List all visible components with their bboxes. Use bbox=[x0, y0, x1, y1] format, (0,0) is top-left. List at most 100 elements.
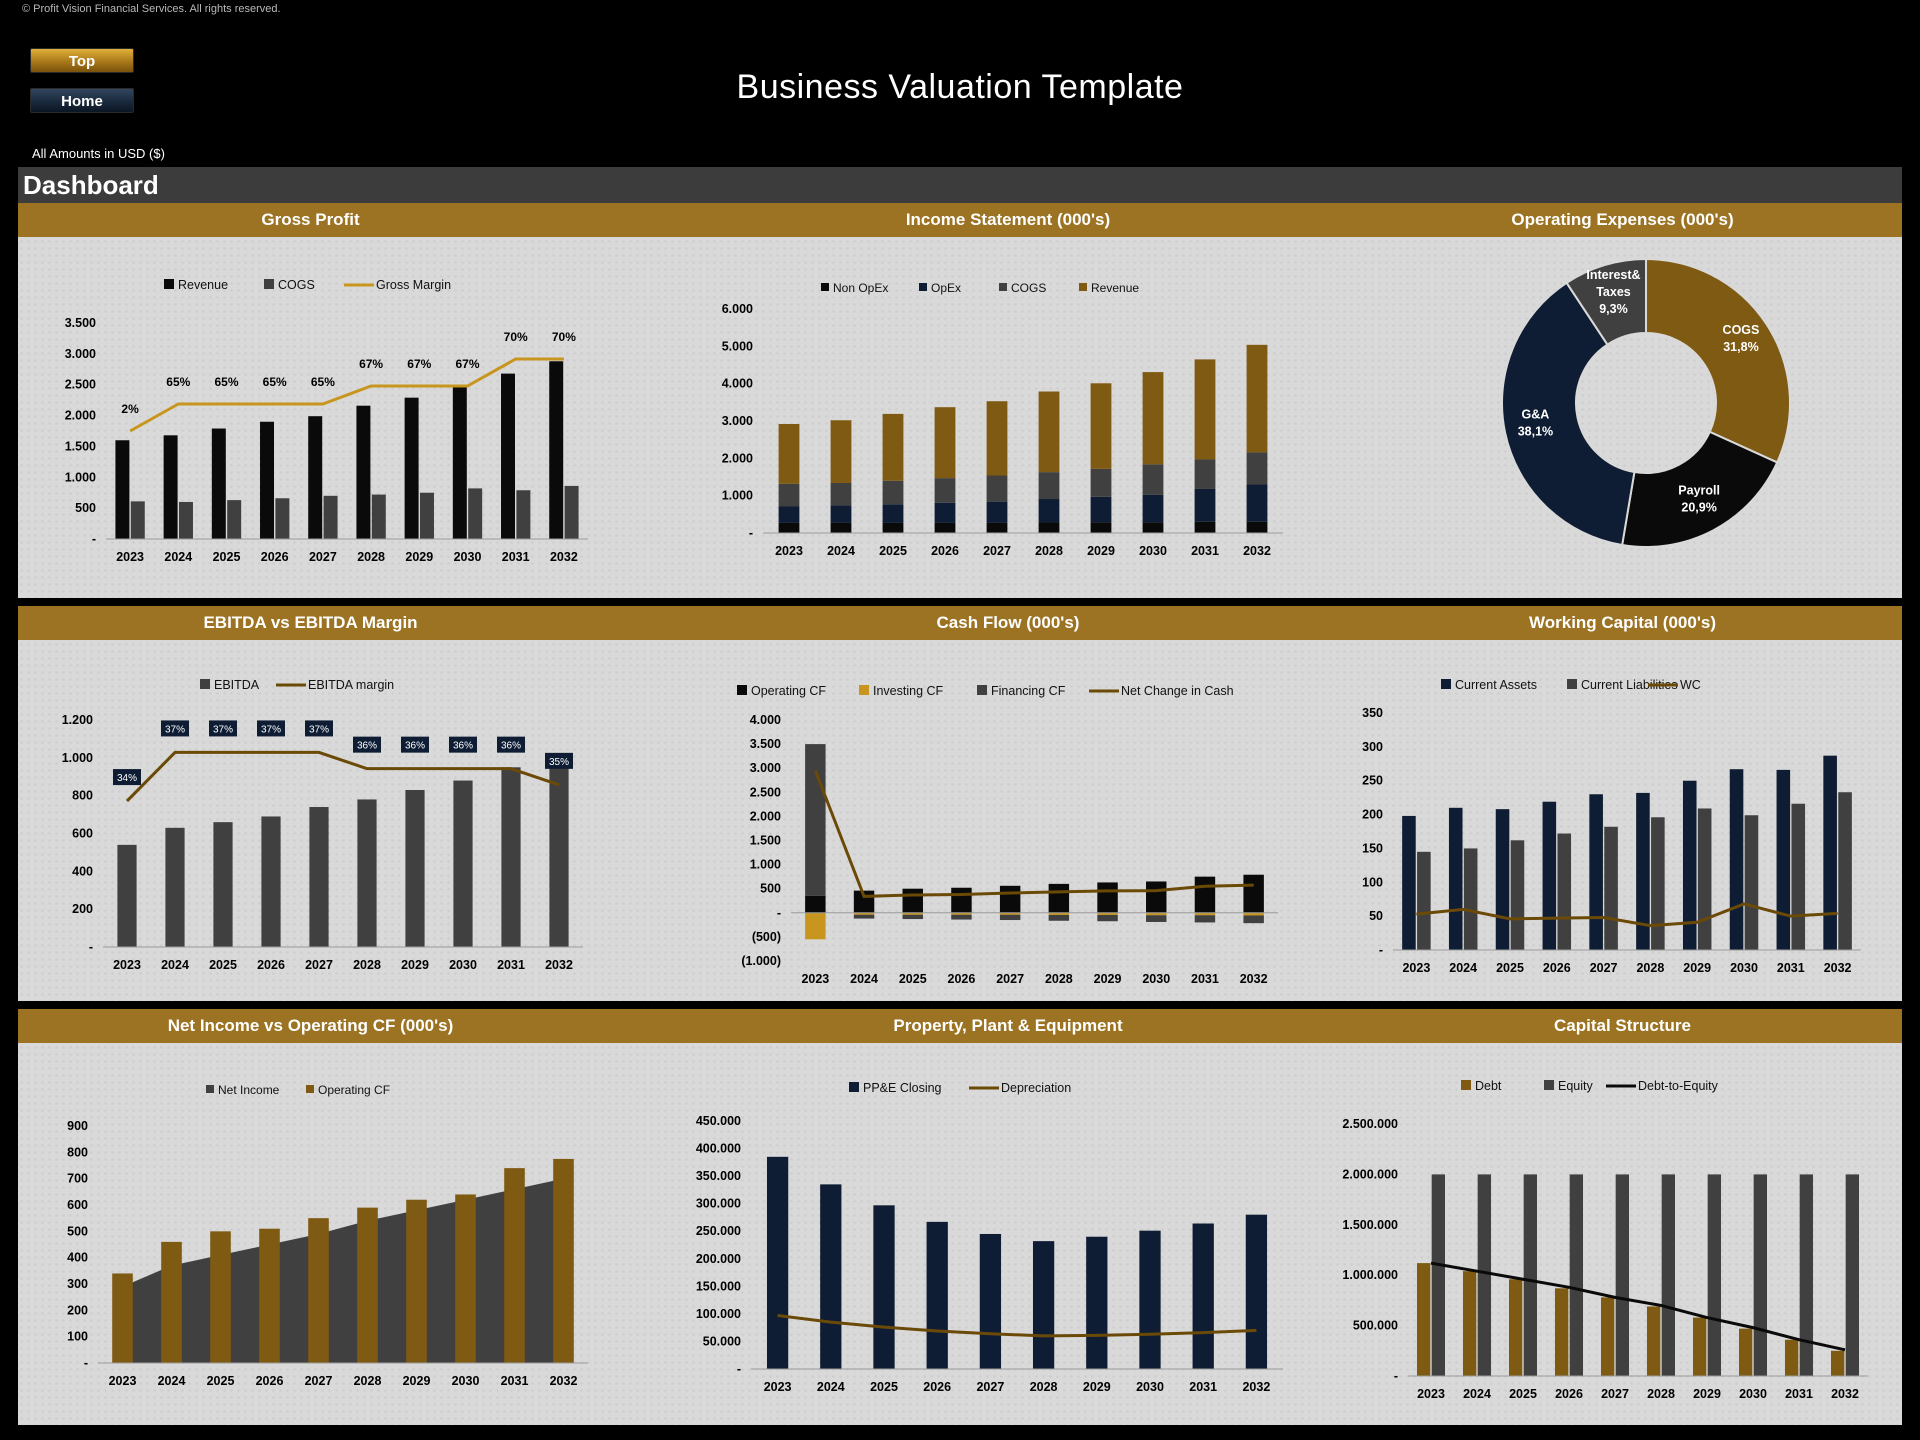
bar-current-liabilities bbox=[1557, 833, 1572, 950]
bar-investing-cf bbox=[951, 912, 972, 915]
bar-current-liabilities bbox=[1838, 792, 1852, 950]
bar-revenue bbox=[1090, 383, 1112, 469]
bar-operating-cf bbox=[951, 887, 972, 913]
y-tick-label: 250 bbox=[1362, 774, 1383, 788]
bar-equity bbox=[1569, 1174, 1584, 1376]
x-tick-label: 2029 bbox=[1094, 972, 1122, 986]
bar-revenue bbox=[1246, 344, 1268, 453]
bar-investing-cf bbox=[1048, 912, 1070, 915]
y-tick-label: 2.500 bbox=[65, 378, 96, 392]
bar-ebitda bbox=[261, 816, 281, 947]
dashboard-header: Dashboard bbox=[18, 167, 1902, 203]
bar-pp-e-closing bbox=[1245, 1214, 1268, 1369]
x-tick-label: 2023 bbox=[113, 958, 141, 972]
bar-revenue bbox=[1142, 372, 1164, 465]
bar-opex bbox=[1038, 499, 1060, 523]
y-tick-label: 900 bbox=[67, 1119, 88, 1133]
legend-label-cogs: COGS bbox=[1011, 281, 1046, 295]
y-tick-label: 100 bbox=[1362, 875, 1383, 889]
bar-equity bbox=[1845, 1174, 1860, 1376]
x-tick-label: 2023 bbox=[1402, 961, 1430, 975]
bar-ebitda bbox=[309, 807, 329, 947]
x-tick-label: 2025 bbox=[879, 544, 907, 558]
legend-swatch-financing-cf bbox=[977, 685, 987, 695]
y-tick-label: 6.000 bbox=[722, 302, 753, 316]
bar-revenue bbox=[356, 405, 371, 539]
bar-current-liabilities bbox=[1791, 803, 1806, 950]
pie-label: 31,8% bbox=[1723, 340, 1758, 354]
bar-revenue bbox=[452, 386, 467, 539]
bar-investing-cf bbox=[1194, 912, 1216, 916]
bar-revenue bbox=[1194, 359, 1216, 460]
pie-label: G&A bbox=[1522, 407, 1550, 421]
bar-current-liabilities bbox=[1651, 817, 1665, 950]
bar-ebitda bbox=[357, 799, 377, 947]
x-tick-label: 2027 bbox=[309, 550, 337, 564]
y-tick-label: 1.000 bbox=[65, 470, 96, 484]
bar-cogs bbox=[934, 478, 956, 503]
bar-debt bbox=[1784, 1339, 1799, 1376]
data-label-box bbox=[113, 769, 141, 786]
y-tick-label: - bbox=[749, 526, 753, 540]
chart-title-operating-expenses: Operating Expenses (000's) bbox=[1511, 210, 1734, 229]
bar-current-assets bbox=[1823, 755, 1837, 950]
y-tick-label: 1.500.000 bbox=[1342, 1218, 1398, 1232]
legend-label-investing-cf: Investing CF bbox=[873, 684, 944, 698]
x-tick-label: 2032 bbox=[1240, 972, 1268, 986]
legend-swatch-non-opex bbox=[821, 283, 829, 291]
y-tick-label: 600 bbox=[72, 827, 93, 841]
y-tick-label: 700 bbox=[67, 1172, 88, 1186]
x-tick-label: 2030 bbox=[1136, 1380, 1164, 1394]
bar-revenue bbox=[549, 361, 564, 539]
top-button[interactable]: Top bbox=[30, 48, 134, 73]
data-label: 36% bbox=[357, 741, 377, 752]
x-tick-label: 2028 bbox=[1647, 1387, 1675, 1401]
x-tick-label: 2029 bbox=[1693, 1387, 1721, 1401]
x-tick-label: 2025 bbox=[207, 1374, 235, 1388]
chart-title-net-income: Net Income vs Operating CF (000's) bbox=[167, 1016, 454, 1035]
data-label: 65% bbox=[263, 375, 287, 389]
bar-operating-cf bbox=[308, 1218, 329, 1363]
y-tick-label: - bbox=[737, 1362, 741, 1376]
bar-cogs bbox=[275, 498, 290, 539]
x-tick-label: 2030 bbox=[454, 550, 482, 564]
legend-label-equity: Equity bbox=[1558, 1079, 1593, 1093]
bar-revenue bbox=[501, 373, 516, 539]
bar-investing-cf bbox=[1097, 912, 1118, 915]
data-label-box bbox=[257, 720, 285, 737]
y-tick-label: (500) bbox=[752, 930, 781, 944]
data-label: 34% bbox=[117, 773, 137, 784]
data-label-box bbox=[497, 736, 525, 753]
bar-opex bbox=[1142, 494, 1164, 523]
pie-label: Taxes bbox=[1596, 285, 1631, 299]
working-capital-chart: Current Assets Current Liabilities WC 350 30… bbox=[1362, 678, 1861, 975]
home-button[interactable]: Home bbox=[30, 88, 134, 113]
y-tick-label: 2.500 bbox=[750, 785, 781, 799]
data-label: 65% bbox=[166, 375, 190, 389]
x-tick-label: 2027 bbox=[1601, 1387, 1629, 1401]
y-tick-label: 4.000 bbox=[722, 377, 753, 391]
data-label-box bbox=[449, 736, 477, 753]
data-label: 67% bbox=[407, 357, 431, 371]
legend-swatch-net-income bbox=[206, 1085, 214, 1093]
bar-opex bbox=[1194, 488, 1216, 522]
data-label: 70% bbox=[552, 330, 576, 344]
bar-operating-cf bbox=[1097, 882, 1118, 913]
legend-swatch-cogs bbox=[999, 283, 1007, 291]
bar-pp-e-closing bbox=[926, 1221, 948, 1369]
bar-pp-e-closing bbox=[1192, 1223, 1214, 1369]
x-tick-label: 2024 bbox=[817, 1380, 845, 1394]
y-tick-label: 1.000 bbox=[722, 489, 753, 503]
pie-label: 20,9% bbox=[1681, 501, 1716, 515]
data-label: 36% bbox=[405, 741, 425, 752]
x-tick-label: 2032 bbox=[1831, 1387, 1859, 1401]
legend-label-pp-e-closing: PP&E Closing bbox=[863, 1081, 942, 1095]
y-tick-label: 200 bbox=[67, 1303, 88, 1317]
capital-structure-chart: Debt Equity Debt-to-Equity 2.500.000 2.000.0… bbox=[1342, 1079, 1868, 1401]
y-tick-label: 150.000 bbox=[696, 1279, 741, 1293]
bar-equity bbox=[1707, 1174, 1722, 1376]
bar-financing-cf bbox=[805, 744, 826, 896]
chart-title-capital-structure: Capital Structure bbox=[1554, 1016, 1691, 1035]
y-tick-label: 2.000.000 bbox=[1342, 1167, 1398, 1181]
data-label: 37% bbox=[309, 724, 329, 735]
